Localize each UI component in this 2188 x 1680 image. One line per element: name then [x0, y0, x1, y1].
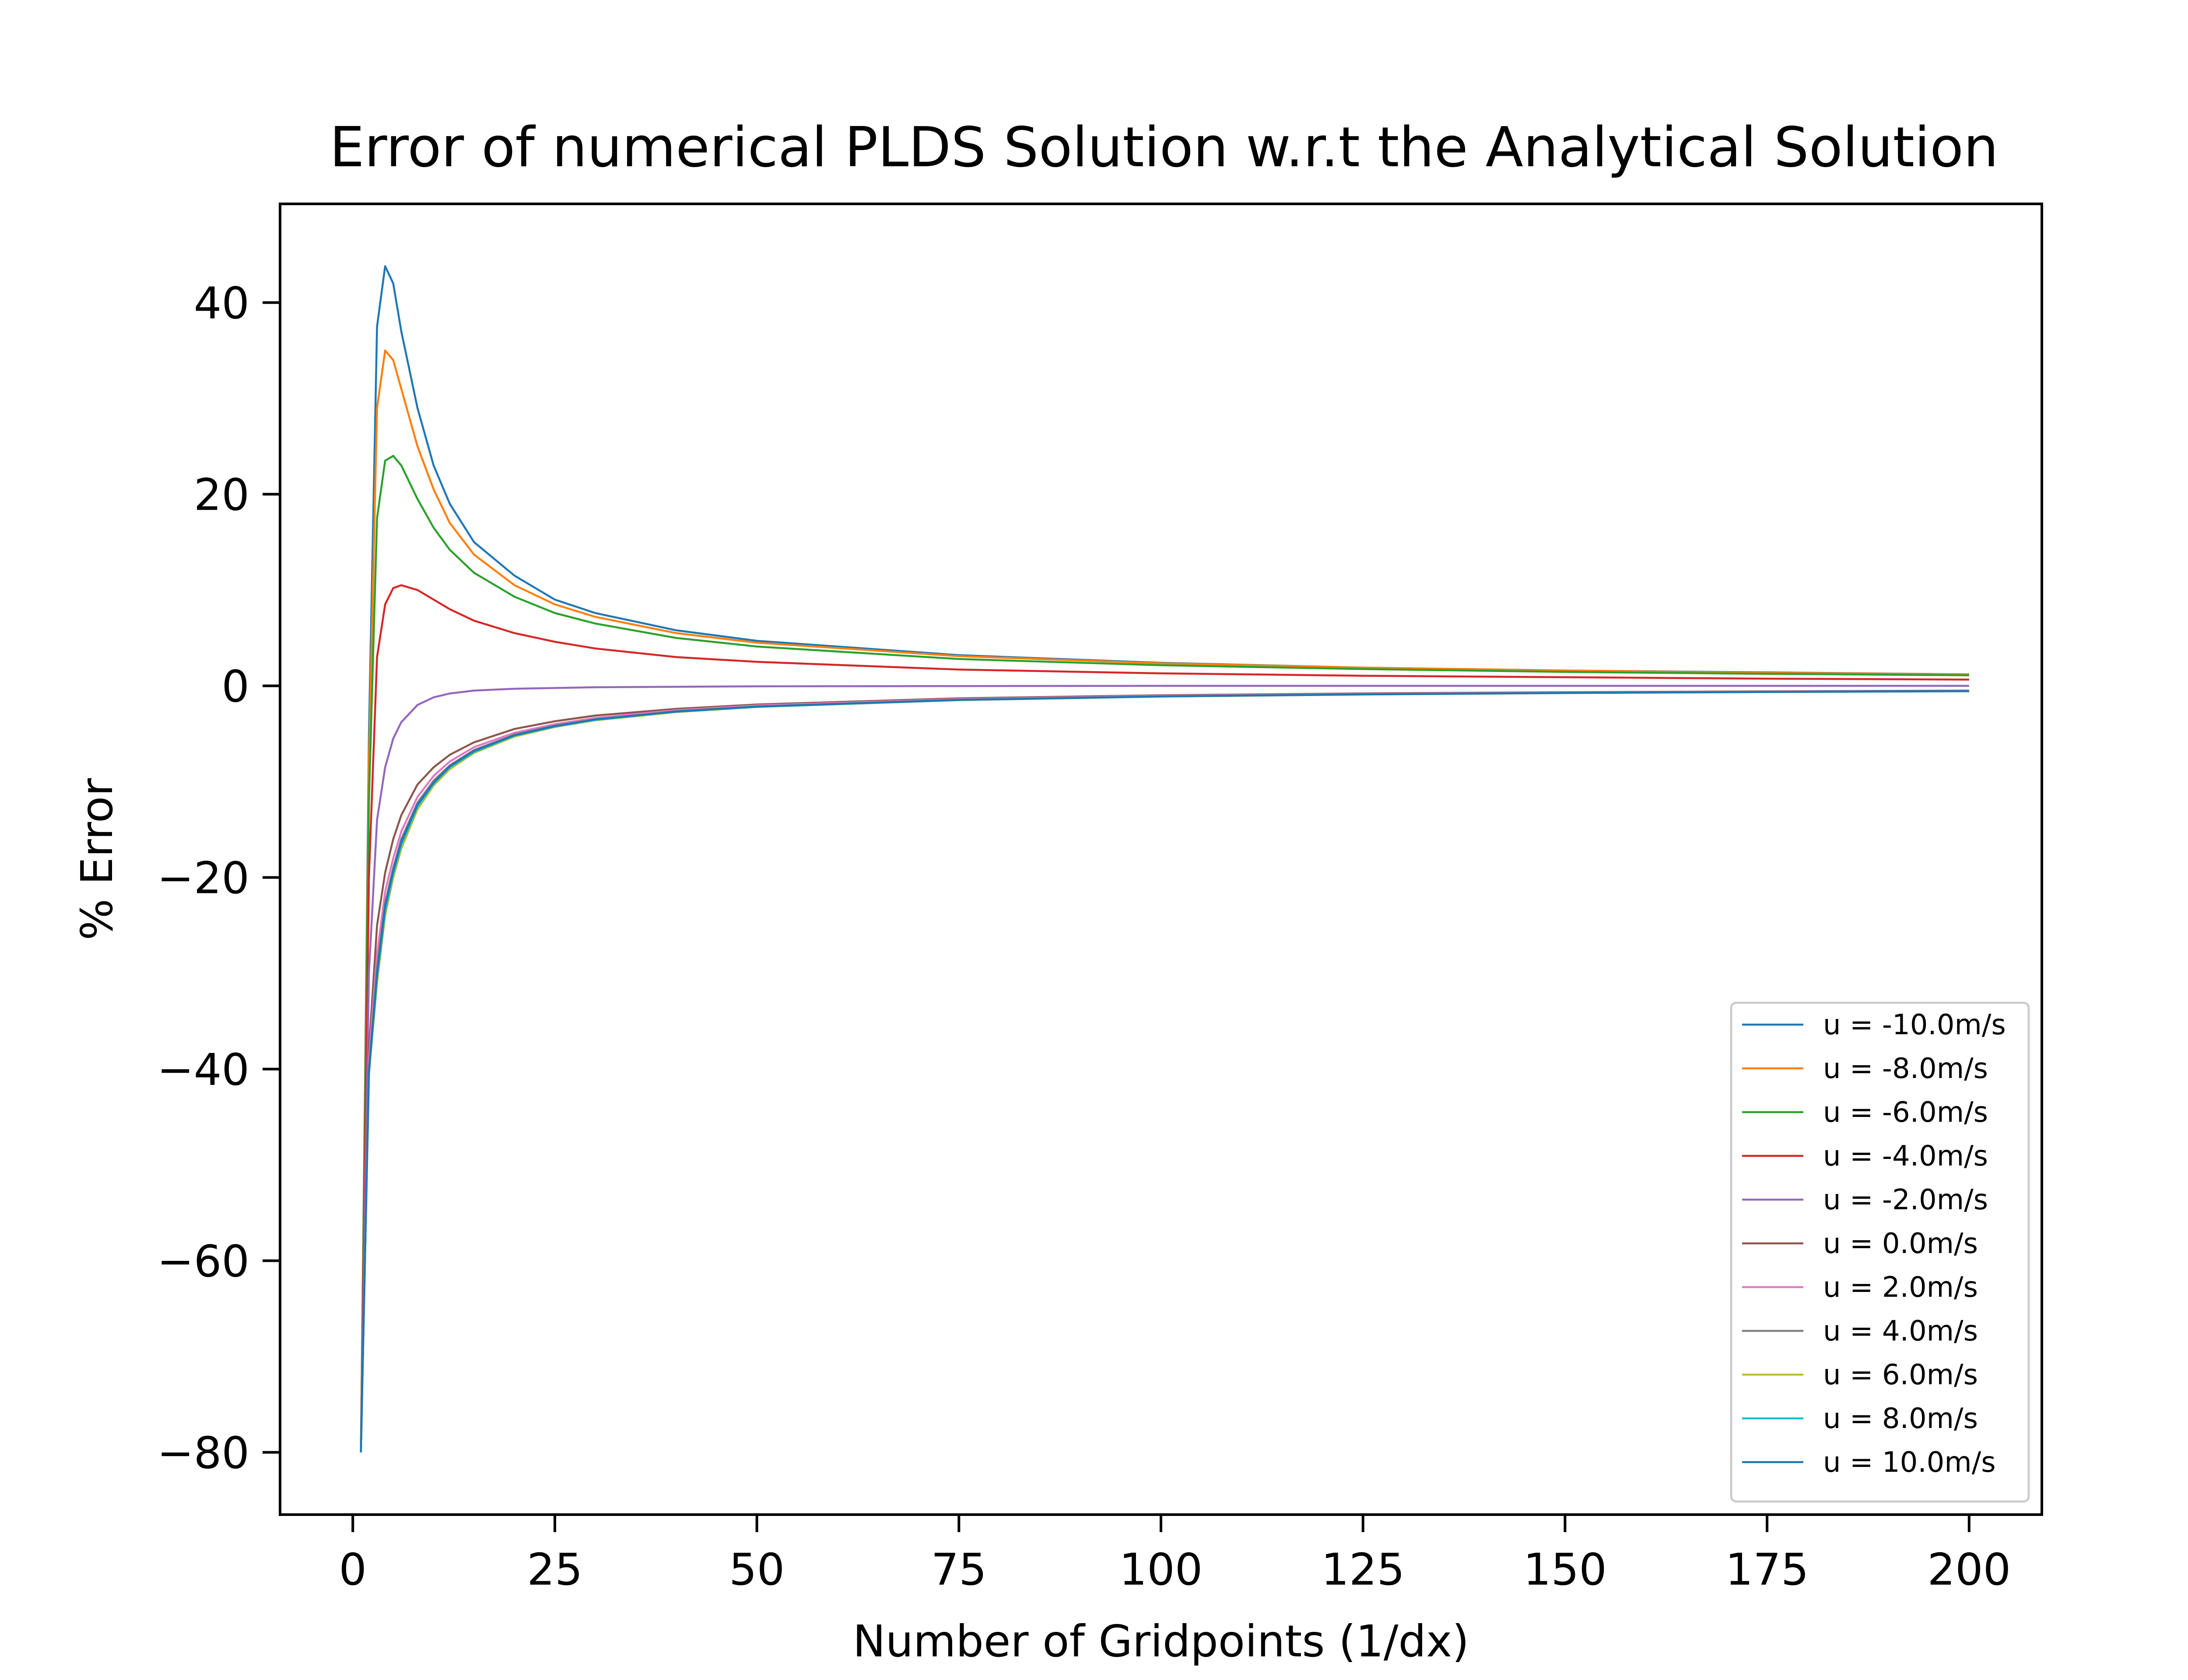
series-line-2: [360, 455, 1969, 1452]
x-tick-label: 75: [931, 1544, 987, 1595]
legend-label: u = -2.0m/s: [1823, 1184, 1988, 1216]
series-line-4: [360, 685, 1969, 1452]
legend-label: u = 4.0m/s: [1823, 1315, 1978, 1348]
legend-label: u = -8.0m/s: [1823, 1053, 1988, 1085]
x-axis: 0 25 50 75 100 125 150 175 200: [339, 1515, 2011, 1595]
x-tick-label: 125: [1321, 1544, 1405, 1595]
legend-label: u = 8.0m/s: [1823, 1403, 1978, 1435]
x-axis-label: Number of Gridpoints (1/dx): [853, 1616, 1469, 1667]
legend: u = -10.0m/s u = -8.0m/s u = -6.0m/s u = -4…: [1730, 1001, 2030, 1503]
chart-title: Error of numerical PLDS Solution w.r.t t…: [330, 115, 1999, 179]
x-tick-label: 50: [729, 1544, 785, 1595]
plot-area: [279, 203, 2043, 1516]
legend-label: u = 0.0m/s: [1823, 1228, 1978, 1260]
y-tick-label: 40: [194, 278, 249, 329]
y-tick-label: −40: [157, 1044, 249, 1096]
x-tick-label: 200: [1927, 1544, 2011, 1595]
x-tick-label: 25: [527, 1544, 582, 1595]
y-tick-label: 0: [221, 661, 249, 712]
y-axis: −80 −60 −40 −20 0 20 40: [157, 278, 280, 1479]
series-line-3: [360, 584, 1969, 1452]
legend-label: u = -4.0m/s: [1823, 1140, 1988, 1172]
legend-box: [1730, 1001, 2030, 1503]
series-line-1: [360, 349, 1969, 1452]
y-tick-label: −60: [157, 1236, 249, 1287]
legend-label: u = -6.0m/s: [1823, 1096, 1988, 1129]
legend-label: u = 2.0m/s: [1823, 1271, 1978, 1304]
series-line-10: [360, 690, 1969, 1452]
x-tick-label: 175: [1725, 1544, 1809, 1595]
legend-label: u = -10.0m/s: [1823, 1009, 2006, 1041]
y-tick-label: −20: [157, 853, 249, 904]
x-tick-label: 150: [1523, 1544, 1607, 1595]
legend-label: u = 6.0m/s: [1823, 1359, 1978, 1391]
x-tick-label: 0: [339, 1544, 367, 1595]
x-tick-label: 100: [1119, 1544, 1203, 1595]
y-tick-label: −80: [157, 1428, 249, 1479]
y-axis-label: % Error: [71, 778, 123, 940]
legend-label: u = 10.0m/s: [1823, 1446, 1996, 1479]
series-layer: [360, 265, 1969, 1452]
y-tick-label: 20: [194, 469, 249, 521]
